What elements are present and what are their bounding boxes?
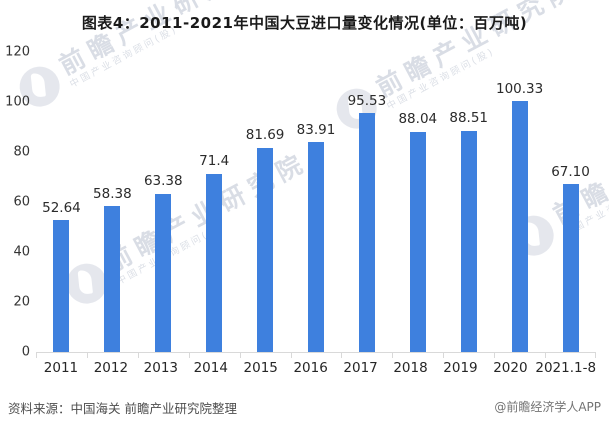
x-axis-label: 2012 [93, 360, 129, 376]
x-axis-tick [494, 353, 496, 358]
bar-value-label: 95.53 [347, 92, 387, 109]
y-axis-label: 100 [5, 94, 30, 110]
bar-group: 100.33 [494, 52, 545, 352]
x-axis-label: 2019 [443, 360, 478, 376]
bar-value-label: 71.4 [199, 153, 230, 169]
y-axis-label: 40 [13, 244, 30, 260]
bar [307, 142, 324, 352]
bar-value-label: 52.64 [42, 199, 81, 216]
bar-value-label: 63.38 [143, 173, 183, 190]
x-axis-label: 2015 [243, 360, 278, 376]
bar-group: 58.38 [87, 52, 138, 352]
bar-group: 67.10 [545, 52, 596, 352]
x-axis-tick [137, 353, 139, 358]
x-axis-label: 2018 [393, 360, 428, 376]
bar-value-label: 83.91 [296, 121, 336, 138]
bar [53, 220, 70, 352]
credit-note: @前瞻经济学人APP [494, 400, 601, 414]
bar-value-label: 88.51 [449, 110, 489, 127]
x-axis-tick [36, 353, 37, 358]
x-axis-label: 2013 [143, 360, 179, 376]
bar-group: 88.04 [392, 52, 443, 352]
bar [358, 113, 375, 352]
x-axis-label: 2017 [343, 360, 378, 376]
x-axis-labels: 2011 2012 2013 2014 2015 2016 2017 2018 2019 2020… [36, 360, 596, 376]
y-axis-label: 0 [21, 344, 30, 360]
source-note: 资料来源：中国海关 前瞻产业研究院整理 [8, 401, 237, 416]
x-axis-tick [443, 353, 445, 358]
bar-group: 81.69 [240, 52, 291, 352]
bar [562, 184, 579, 352]
x-axis-label: 2020 [493, 360, 528, 376]
bar-value-label: 100.33 [495, 80, 544, 97]
x-axis-label: 2014 [193, 360, 228, 376]
y-axis: 0 20 40 60 80 100 120 [0, 46, 30, 359]
bar [460, 130, 477, 352]
bar-group: 52.64 [36, 52, 87, 352]
bar-group: 71.4 [189, 52, 240, 352]
bars: 52.64 58.38 63.38 71.4 81.69 83.91 95.53 88.04 8… [36, 52, 596, 352]
y-axis-label: 120 [5, 44, 30, 60]
bar-value-label: 81.69 [245, 127, 285, 144]
x-axis-tick [545, 353, 547, 358]
y-axis-label: 60 [13, 194, 30, 210]
bar-value-label: 67.10 [551, 163, 590, 180]
bar [511, 101, 528, 352]
x-axis-tick [341, 353, 343, 358]
x-axis-tick [239, 353, 241, 358]
bar [155, 193, 172, 352]
bar-group: 88.51 [443, 52, 494, 352]
x-axis-label: 2011 [43, 360, 79, 376]
bar [104, 206, 121, 352]
y-axis-label: 20 [13, 294, 30, 310]
x-axis-tick [290, 353, 292, 358]
bar-group: 63.38 [138, 52, 189, 352]
bar-group: 83.91 [291, 52, 342, 352]
chart-title: 图表4：2011-2021年中国大豆进口量变化情况(单位：百万吨) [81, 14, 528, 32]
bar [206, 173, 223, 352]
y-axis-label: 80 [13, 144, 30, 160]
bar [257, 147, 274, 352]
x-axis-label: 2016 [293, 360, 328, 376]
x-axis-tick [595, 353, 596, 358]
bar-value-label: 58.38 [93, 185, 132, 202]
x-axis-label: 2021.1-8 [535, 360, 597, 376]
bar-group: 95.53 [341, 52, 392, 352]
x-axis-line [36, 352, 596, 358]
x-axis-tick [188, 353, 190, 358]
bar-value-label: 88.04 [398, 111, 438, 128]
x-axis-tick [392, 353, 394, 358]
x-axis-tick [86, 353, 88, 358]
bar [409, 131, 426, 352]
